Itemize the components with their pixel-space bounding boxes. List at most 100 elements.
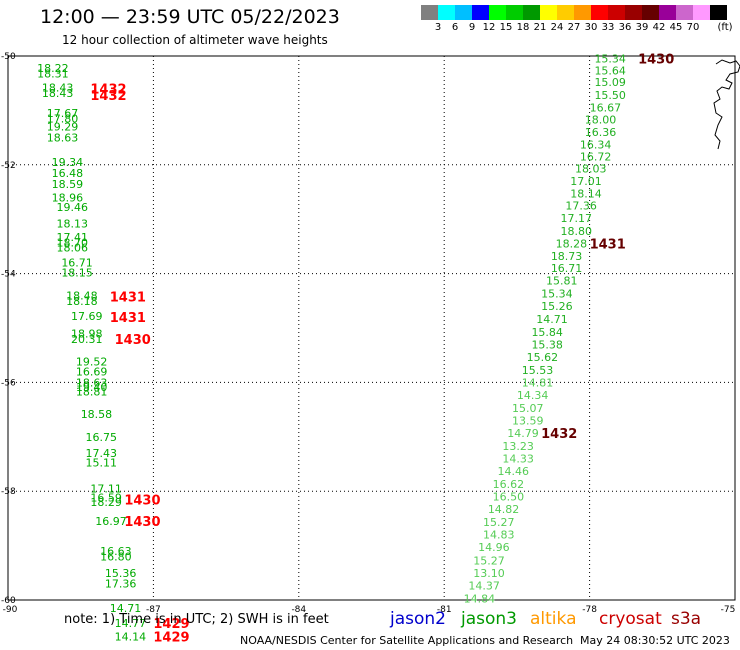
- wave-height-point: 15.84: [531, 326, 563, 339]
- wave-height-point: 16.36: [585, 126, 617, 139]
- wave-height-point: 17.17: [561, 212, 593, 225]
- wave-height-point: 14.82: [488, 503, 520, 516]
- wave-height-point: 18.00: [585, 114, 617, 127]
- wave-height-point: 17.67: [47, 107, 78, 120]
- wave-height-point: 17.11: [90, 482, 122, 495]
- wave-height-point: 18.70: [56, 237, 88, 250]
- wave-height-point: 15.38: [531, 338, 563, 351]
- color-swatch: [693, 5, 710, 20]
- color-swatch: [455, 5, 472, 20]
- wave-height-point: 15.36: [105, 567, 137, 580]
- y-tick-label: -56: [1, 378, 16, 388]
- color-scale-label: 30: [584, 22, 598, 33]
- wave-height-point: 19.40: [76, 381, 108, 394]
- color-swatch: [574, 5, 591, 20]
- color-scale-label: 12: [482, 22, 496, 33]
- wave-height-point: 16.75: [86, 431, 118, 444]
- wave-height-point: 17.80: [47, 113, 78, 126]
- wave-height-point: 15.81: [546, 275, 578, 288]
- pass-time-label: 1431: [110, 290, 146, 305]
- wave-height-point: 18.22: [37, 62, 69, 75]
- y-tick-label: -54: [1, 270, 16, 280]
- color-scale-label: 15: [499, 22, 513, 33]
- color-scale-label: 36: [618, 22, 632, 33]
- wave-height-point: 15.64: [594, 65, 626, 78]
- chart-title: 12:00 — 23:59 UTC 05/22/2023: [40, 6, 340, 28]
- wave-height-point: 15.34: [541, 288, 573, 301]
- pass-time-label: 1432: [541, 427, 577, 442]
- color-swatch: [676, 5, 693, 20]
- legend-s3a: s3a: [671, 609, 702, 629]
- wave-height-point: 15.07: [512, 402, 544, 415]
- plot-frame: [7, 55, 736, 601]
- wave-height-point: 14.71: [110, 602, 142, 615]
- pass-time-label: 1431: [110, 311, 146, 326]
- satellite-legend: note: 1) Time is in UTC; 2) SWH is in fe…: [64, 609, 740, 633]
- wave-height-point: 18.14: [570, 188, 602, 201]
- legend-jason2: jason2: [390, 609, 446, 629]
- wave-height-point: 15.26: [541, 300, 573, 313]
- wave-height-point: 14.81: [522, 376, 554, 389]
- wave-height-point: 18.98: [71, 327, 103, 340]
- pass-time-label: 1429: [153, 630, 189, 645]
- wave-height-point: 14.33: [502, 453, 534, 466]
- color-scale-label: 45: [669, 22, 683, 33]
- wave-height-point: 19.46: [56, 201, 88, 214]
- x-tick-label: -81: [437, 605, 452, 615]
- wave-height-point: 19.52: [76, 356, 108, 369]
- footer-timestamp: May 24 08:30:52 UTC 2023: [580, 634, 730, 647]
- wave-height-point: 18.06: [56, 241, 88, 254]
- color-swatch: [608, 5, 625, 20]
- color-swatch: [642, 5, 659, 20]
- wave-height-point: 13.10: [473, 567, 505, 580]
- color-swatch: [710, 5, 727, 20]
- color-swatch: [540, 5, 557, 20]
- wave-height-point: 16.62: [493, 478, 524, 491]
- wave-height-point: 14.14: [115, 630, 147, 643]
- wave-height-point: 18.48: [66, 289, 98, 302]
- color-scale-unit: (ft): [717, 22, 733, 33]
- wave-height-point: 18.13: [56, 218, 88, 231]
- wave-height-point: 14.96: [478, 541, 510, 554]
- wave-height-point: 16.67: [590, 102, 622, 115]
- y-tick-label: -50: [1, 52, 16, 62]
- wave-height-point: 16.63: [100, 545, 132, 558]
- color-scale-label: 27: [567, 22, 581, 33]
- wave-height-point: 18.28: [556, 238, 588, 251]
- legend-jason3: jason3: [461, 609, 517, 629]
- pass-time-label: 1431: [590, 238, 626, 253]
- color-scale-label: 9: [468, 22, 476, 33]
- wave-height-point: 17.36: [565, 200, 597, 213]
- color-swatch: [472, 5, 489, 20]
- pass-time-label: 1432: [90, 89, 126, 104]
- wave-height-point: 17.01: [570, 175, 602, 188]
- color-swatch: [659, 5, 676, 20]
- pass-time-label: 1429: [153, 617, 189, 632]
- color-scale-label: 33: [601, 22, 615, 33]
- x-tick-label: -84: [291, 605, 306, 615]
- legend-altika: altika: [530, 609, 577, 629]
- wave-height-point: 17.41: [56, 231, 88, 244]
- color-swatch: [489, 5, 506, 20]
- wave-height-point: 18.96: [52, 191, 83, 204]
- wave-height-point: 14.34: [517, 389, 549, 402]
- wave-height-point: 17.69: [71, 310, 103, 323]
- wave-height-point: 13.59: [512, 414, 544, 427]
- wave-height-point: 16.71: [61, 257, 93, 270]
- wave-height-point: 16.59: [90, 492, 122, 505]
- wave-height-point: 15.34: [594, 53, 626, 66]
- legend-cryosat: cryosat: [599, 609, 662, 629]
- wave-height-point: 16.72: [580, 151, 612, 164]
- x-tick-label: -87: [146, 605, 161, 615]
- wave-height-point: 14.77: [115, 617, 147, 630]
- x-tick-label: -90: [3, 605, 18, 615]
- wave-height-point: 18.63: [76, 376, 108, 389]
- color-scale-label: 70: [686, 22, 700, 33]
- wave-height-point: 18.63: [47, 132, 78, 145]
- wave-height-point: 18.15: [61, 267, 93, 280]
- wave-height-point: 14.46: [498, 465, 529, 478]
- coastline: [713, 59, 740, 150]
- wave-height-point: 18.31: [37, 67, 69, 80]
- color-scale-label: 24: [550, 22, 564, 33]
